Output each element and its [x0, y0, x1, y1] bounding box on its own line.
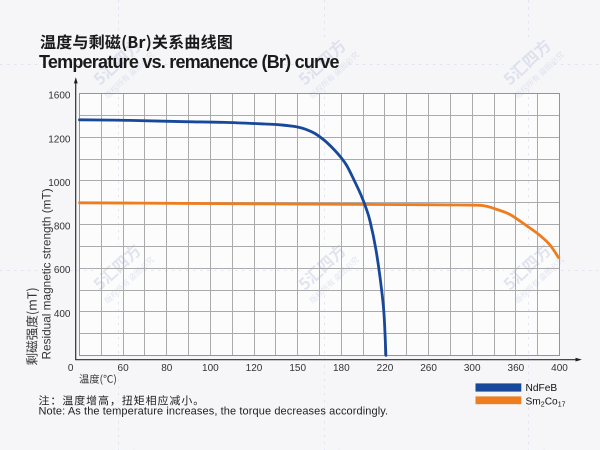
svg-text:400: 400 [54, 309, 71, 320]
svg-text:1600: 1600 [48, 91, 71, 102]
svg-text:800: 800 [54, 222, 71, 233]
svg-text:Residual magnetic strength (mT: Residual magnetic strength (mT) [40, 188, 54, 359]
svg-text:NdFeB: NdFeB [526, 383, 558, 394]
svg-text:150: 150 [289, 363, 306, 374]
svg-text:300: 300 [464, 363, 481, 374]
svg-text:Temperature vs. remanence (Br): Temperature vs. remanence (Br) curve [39, 52, 339, 72]
svg-text:0: 0 [68, 363, 74, 374]
svg-text:600: 600 [54, 265, 71, 276]
svg-text:260: 260 [420, 363, 437, 374]
svg-text:80: 80 [161, 363, 173, 374]
svg-text:Sm2Co17: Sm2Co17 [526, 396, 566, 408]
svg-text:1200: 1200 [48, 134, 71, 145]
svg-text:360: 360 [508, 363, 525, 374]
svg-text:120: 120 [246, 363, 263, 374]
svg-text:100: 100 [202, 363, 219, 374]
svg-text:Note: As the temperature incre: Note: As the temperature increases, the … [39, 406, 389, 418]
svg-text:180: 180 [333, 363, 350, 374]
svg-text:60: 60 [118, 363, 130, 374]
svg-text:1000: 1000 [48, 178, 71, 189]
svg-text:220: 220 [377, 363, 394, 374]
svg-text:400: 400 [551, 363, 568, 374]
